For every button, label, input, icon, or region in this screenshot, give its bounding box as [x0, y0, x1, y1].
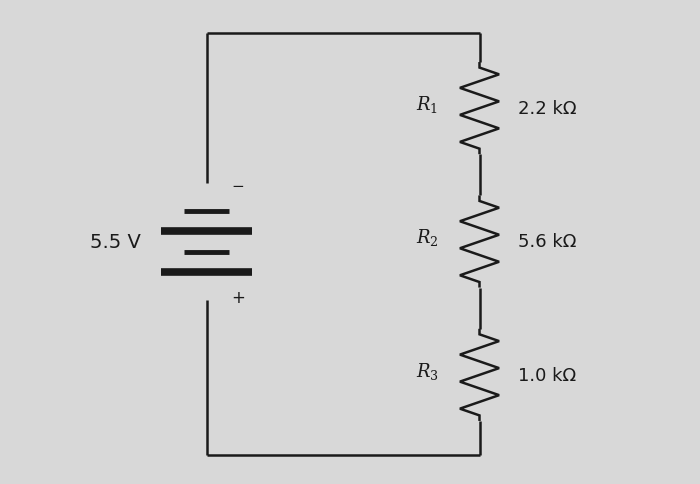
Text: 1.0 kΩ: 1.0 kΩ [518, 366, 576, 384]
Text: 5.6 kΩ: 5.6 kΩ [518, 233, 576, 251]
Text: −: − [232, 179, 244, 194]
Text: +: + [231, 288, 245, 307]
Text: $R_3$: $R_3$ [416, 360, 438, 381]
Text: 5.5 V: 5.5 V [90, 232, 141, 252]
Text: 2.2 kΩ: 2.2 kΩ [518, 100, 577, 118]
Text: $R_1$: $R_1$ [416, 93, 438, 115]
Text: $R_2$: $R_2$ [416, 227, 438, 248]
